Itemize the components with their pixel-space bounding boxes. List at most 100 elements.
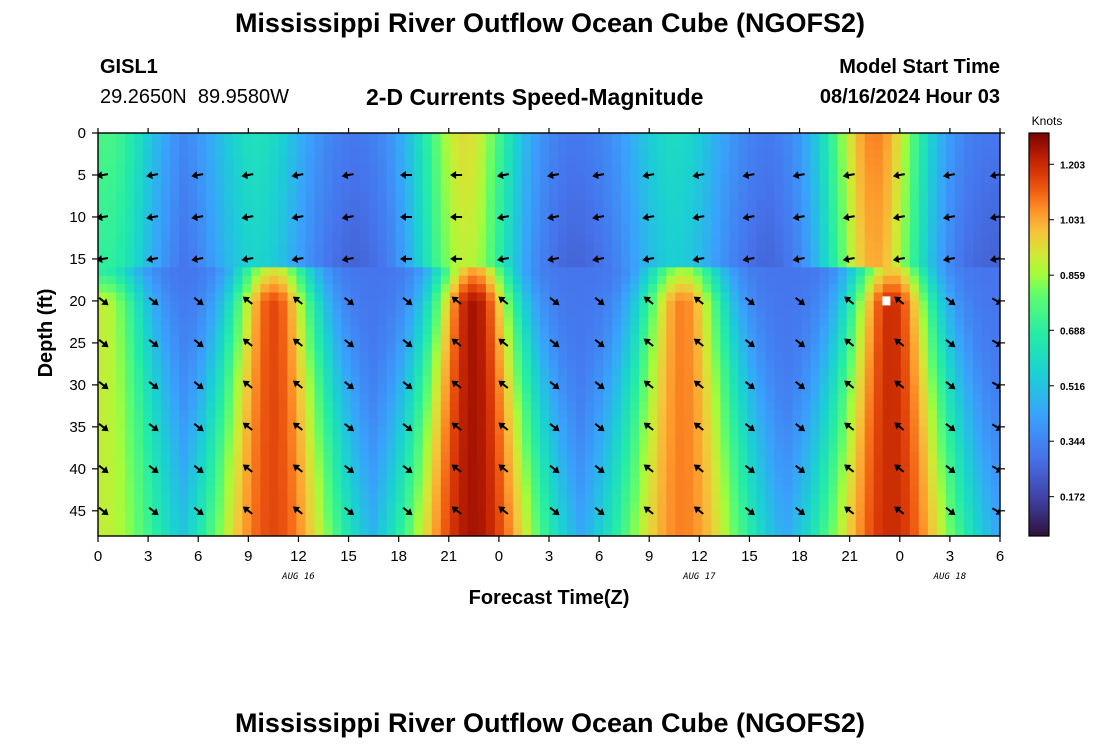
heat-cell	[467, 485, 478, 495]
heat-cell	[648, 225, 658, 235]
heat-cell	[612, 300, 622, 310]
heat-cell	[684, 183, 694, 193]
heat-cell	[296, 166, 307, 176]
heat-cell	[603, 376, 613, 386]
heat-cell	[530, 342, 541, 352]
heat-cell	[125, 334, 135, 344]
arrow-head	[742, 213, 750, 222]
heat-cell	[765, 284, 776, 294]
heat-cell	[963, 401, 974, 411]
heat-cell	[972, 149, 983, 159]
heat-cell	[882, 502, 893, 512]
heat-cell	[846, 191, 857, 201]
heat-cell	[170, 141, 180, 151]
heat-cell	[485, 250, 496, 260]
heat-cell	[377, 300, 388, 310]
heat-cell	[494, 519, 505, 529]
heat-cell	[377, 502, 388, 512]
heat-cell	[729, 191, 740, 201]
heat-cell	[657, 191, 667, 201]
heat-cell	[395, 275, 406, 285]
heat-cell	[206, 292, 216, 302]
heat-cell	[639, 216, 649, 226]
heat-cell	[503, 309, 514, 319]
heat-cell	[521, 426, 532, 436]
heat-cell	[621, 208, 631, 218]
heat-cell	[251, 410, 261, 420]
heat-cell	[314, 317, 325, 327]
heat-cell	[981, 351, 992, 361]
heat-cell	[323, 133, 334, 142]
heat-cell	[738, 384, 749, 394]
heat-cell	[684, 401, 694, 411]
heat-cell	[594, 418, 604, 428]
heat-cell	[630, 233, 640, 243]
heat-cell	[251, 300, 261, 310]
heat-cell	[702, 317, 712, 327]
heat-cell	[990, 242, 1000, 252]
heat-cell	[143, 477, 153, 487]
heat-cell	[242, 401, 252, 411]
heat-cell	[296, 393, 307, 403]
heat-cell	[296, 284, 307, 294]
heat-cell	[954, 359, 965, 369]
heat-cell	[639, 510, 649, 520]
heat-cell	[648, 149, 658, 159]
heat-cell	[125, 502, 135, 512]
heat-cell	[621, 149, 631, 159]
heat-cell	[152, 292, 162, 302]
heat-cell	[332, 384, 343, 394]
heat-cell	[630, 519, 640, 529]
heat-cell	[846, 300, 857, 310]
heat-cell	[864, 359, 875, 369]
heat-cell	[224, 368, 234, 378]
heat-cell	[413, 443, 424, 453]
heat-cell	[332, 502, 343, 512]
heat-cell	[594, 275, 604, 285]
heat-cell	[341, 200, 352, 210]
heat-cell	[107, 275, 117, 285]
heat-cell	[260, 250, 270, 260]
heat-cell	[900, 141, 911, 151]
heat-cell	[594, 477, 604, 487]
heat-cell	[143, 426, 153, 436]
heat-cell	[765, 149, 776, 159]
heat-cell	[990, 158, 1000, 168]
heat-cell	[873, 468, 884, 478]
heat-cell	[98, 174, 108, 184]
heat-cell	[909, 242, 920, 252]
heat-cell	[485, 200, 496, 210]
heat-cell	[909, 527, 920, 536]
heat-cell	[197, 418, 207, 428]
heat-cell	[530, 309, 541, 319]
heat-cell	[945, 284, 956, 294]
heat-cell	[458, 393, 469, 403]
heat-cell	[98, 401, 108, 411]
heat-cell	[729, 309, 740, 319]
heat-cell	[494, 468, 505, 478]
heat-cell	[143, 502, 153, 512]
heat-cell	[179, 183, 189, 193]
heat-cell	[558, 485, 568, 495]
heat-cell	[458, 158, 469, 168]
heat-cell	[476, 351, 487, 361]
heat-cell	[585, 326, 595, 336]
heat-cell	[585, 359, 595, 369]
heat-cell	[341, 309, 352, 319]
heat-cell	[224, 527, 234, 536]
heat-cell	[837, 384, 848, 394]
heat-cell	[621, 216, 631, 226]
heat-cell	[197, 300, 207, 310]
heat-cell	[134, 258, 144, 268]
heat-cell	[918, 334, 929, 344]
heat-cell	[801, 250, 812, 260]
heat-cell	[251, 258, 261, 268]
heat-cell	[287, 519, 298, 529]
heat-cell	[900, 183, 911, 193]
heat-cell	[990, 401, 1000, 411]
heat-cell	[359, 225, 370, 235]
heat-cell	[503, 191, 514, 201]
heat-cell	[224, 510, 234, 520]
heat-cell	[594, 233, 604, 243]
heat-cell	[864, 284, 875, 294]
